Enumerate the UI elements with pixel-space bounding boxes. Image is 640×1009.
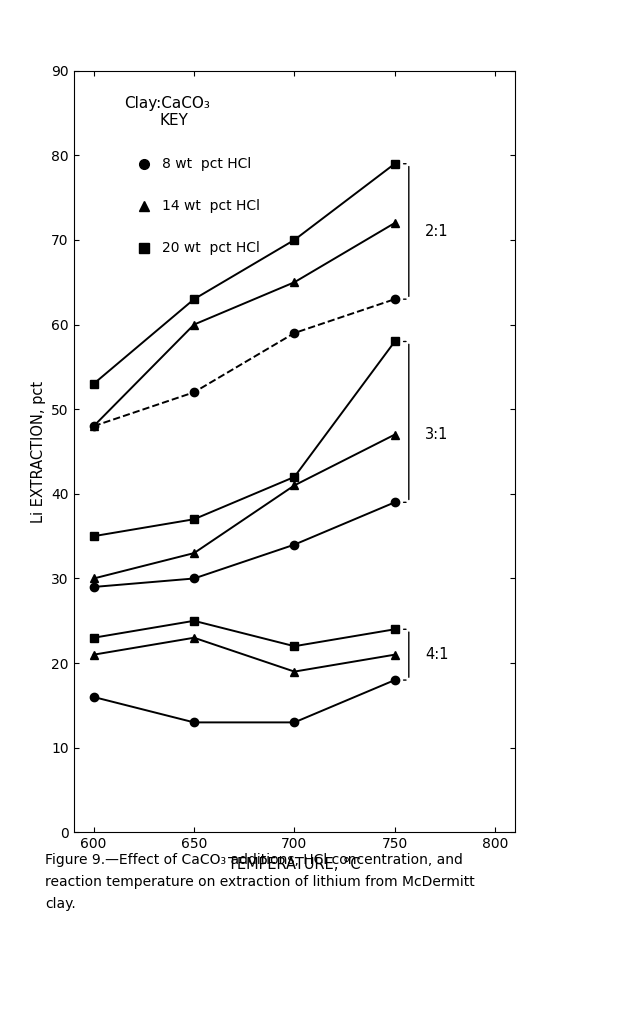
Text: clay.: clay. (45, 897, 76, 911)
Text: 8 wt  pct HCl: 8 wt pct HCl (162, 156, 251, 171)
Y-axis label: Li EXTRACTION, pct: Li EXTRACTION, pct (31, 380, 45, 523)
Text: 14 wt  pct HCl: 14 wt pct HCl (162, 199, 260, 213)
Text: 3:1: 3:1 (425, 427, 448, 442)
Text: 2:1: 2:1 (425, 224, 449, 239)
Text: Clay:CaCO₃: Clay:CaCO₃ (124, 96, 210, 111)
X-axis label: TEMPERATURE, °C: TEMPERATURE, °C (228, 857, 361, 872)
Text: 4:1: 4:1 (425, 647, 449, 662)
Text: KEY: KEY (159, 113, 188, 128)
Text: reaction temperature on extraction of lithium from McDermitt: reaction temperature on extraction of li… (45, 875, 474, 889)
Text: 20 wt  pct HCl: 20 wt pct HCl (162, 241, 260, 255)
Text: Figure 9.—Effect of CaCO₃ additions, HCl concentration, and: Figure 9.—Effect of CaCO₃ additions, HCl… (45, 853, 463, 867)
